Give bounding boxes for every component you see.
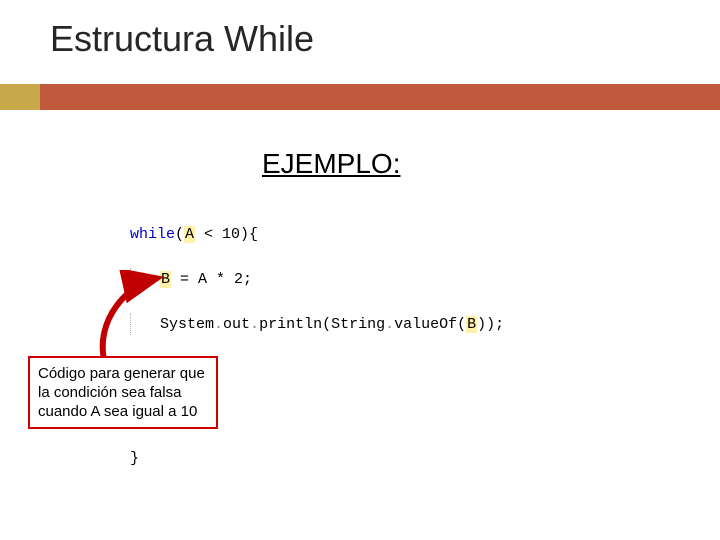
gutter-icon <box>130 313 134 335</box>
divider-accent-left <box>0 84 40 110</box>
code-line-5: } <box>130 448 504 470</box>
dot-sep: . <box>250 316 259 333</box>
keyword-while: while <box>130 226 175 243</box>
code-text: valueOf( <box>394 316 466 333</box>
code-text: < 10){ <box>195 226 258 243</box>
divider-accent-right <box>40 84 720 110</box>
code-line-1: while(A < 10){ <box>130 224 504 246</box>
dot-sep: . <box>214 316 223 333</box>
var-a-highlight: A <box>184 226 195 243</box>
gutter-icon <box>130 268 134 290</box>
callout-box: Código para generar que la condición sea… <box>28 356 218 429</box>
var-b-highlight: B <box>160 271 171 288</box>
code-line-2: B = A * 2; <box>130 268 504 291</box>
code-line-3: System.out.println(String.valueOf(B)); <box>130 313 504 336</box>
code-text: } <box>130 450 139 467</box>
code-text: out <box>223 316 250 333</box>
code-text: ( <box>175 226 184 243</box>
dot-sep: . <box>385 316 394 333</box>
slide-title: Estructura While <box>0 0 720 60</box>
divider-bar <box>0 84 720 110</box>
example-heading: EJEMPLO: <box>262 148 400 180</box>
code-text: System <box>160 316 214 333</box>
code-text: = A * 2; <box>171 271 252 288</box>
var-b-highlight: B <box>466 316 477 333</box>
code-text: println(String <box>259 316 385 333</box>
code-block: while(A < 10){ B = A * 2; System.out.pri… <box>130 202 504 492</box>
code-text: )); <box>477 316 504 333</box>
